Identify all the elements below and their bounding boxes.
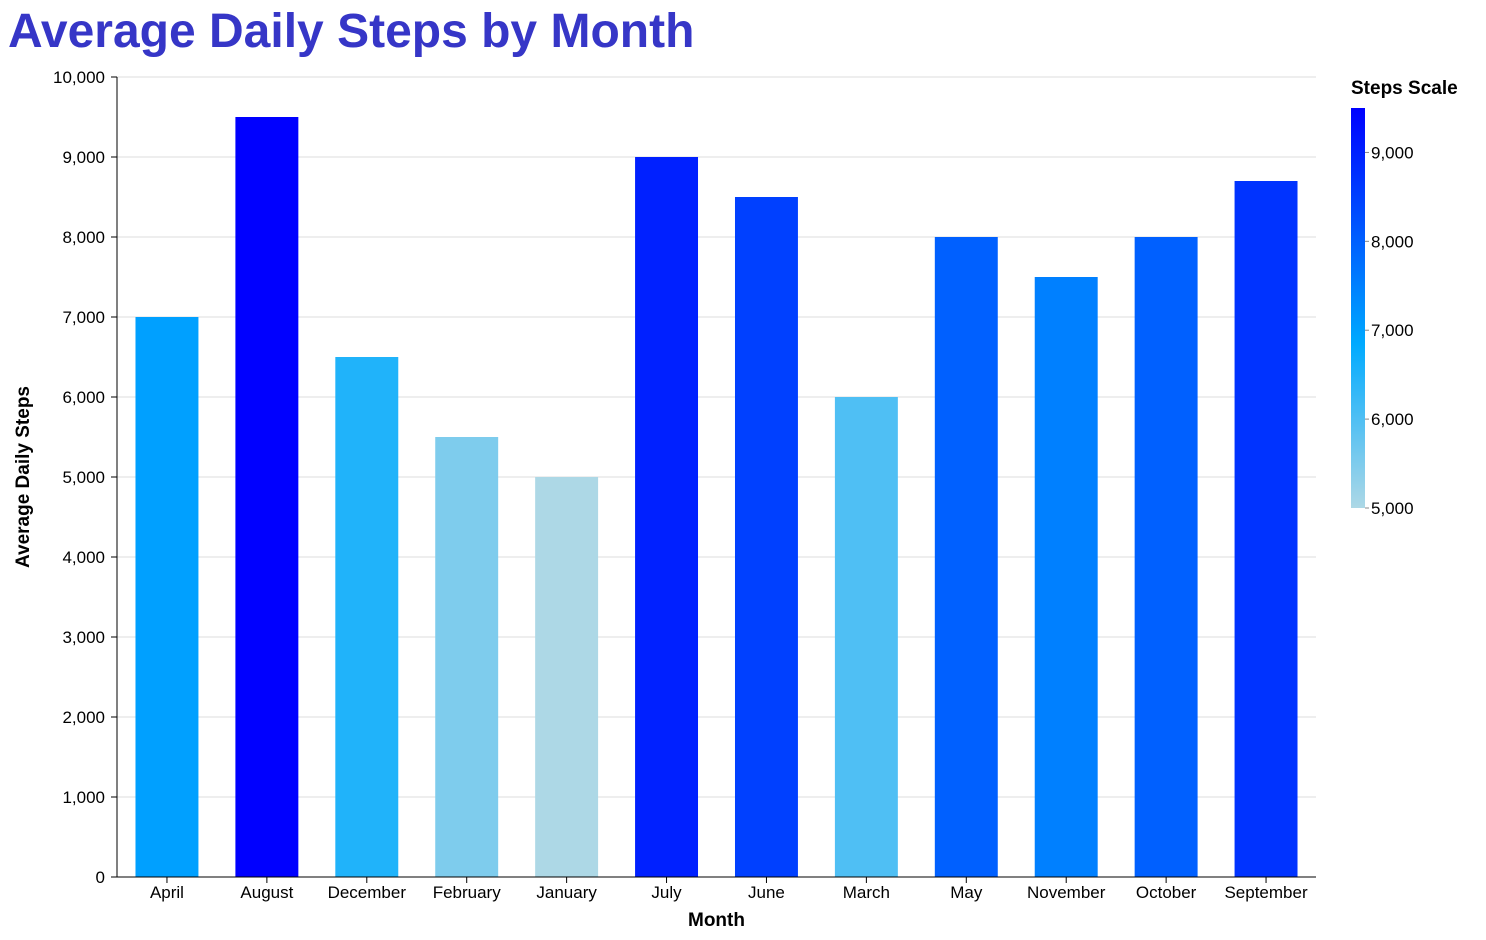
x-tick-label: January — [536, 883, 597, 902]
x-tick-label: October — [1136, 883, 1197, 902]
bar-march — [834, 397, 898, 877]
y-tick-label: 0 — [96, 868, 105, 887]
y-tick-label: 7,000 — [62, 308, 105, 327]
color-legend: Steps Scale 5,000 6,000 7,000 8,000 9,000 — [1351, 78, 1458, 518]
chart-title: Average Daily Steps by Month — [8, 5, 695, 58]
axes: 0 1,000 2,000 3,000 4,000 5,000 6,000 7,000 8,00… — [13, 68, 1316, 931]
bar-august — [235, 117, 299, 877]
legend-tick-label: 7,000 — [1371, 321, 1414, 340]
y-tick-label: 8,000 — [62, 228, 105, 247]
x-tick-label: July — [651, 883, 682, 902]
bar-june — [734, 197, 798, 877]
legend-tick-label: 8,000 — [1371, 232, 1414, 251]
legend-tick-label: 9,000 — [1371, 143, 1414, 162]
x-axis-title: Month — [688, 910, 745, 931]
x-tick-label: February — [433, 883, 502, 902]
grid-lines — [117, 76, 1316, 878]
y-tick-label: 5,000 — [62, 468, 105, 487]
y-tick-label: 4,000 — [62, 548, 105, 567]
x-tick-label: August — [240, 883, 293, 902]
bar-september — [1234, 181, 1298, 877]
y-tick-label: 3,000 — [62, 628, 105, 647]
bar-july — [635, 157, 699, 877]
bars — [135, 117, 1298, 877]
y-tick-label: 9,000 — [62, 148, 105, 167]
x-tick-label: September — [1224, 883, 1307, 902]
y-tick-label: 1,000 — [62, 788, 105, 807]
legend-tick-label: 5,000 — [1371, 499, 1414, 518]
legend-tick-label: 6,000 — [1371, 410, 1414, 429]
bar-december — [335, 357, 399, 877]
bar-february — [435, 437, 499, 877]
x-tick-label: June — [748, 883, 785, 902]
legend-title: Steps Scale — [1351, 78, 1458, 99]
x-tick-label: May — [950, 883, 983, 902]
x-tick-label: April — [150, 883, 184, 902]
bar-may — [934, 237, 998, 877]
y-tick-label: 6,000 — [62, 388, 105, 407]
x-tick-label: November — [1027, 883, 1106, 902]
bar-november — [1034, 277, 1098, 877]
legend-gradient-bar — [1351, 108, 1365, 508]
y-axis-title: Average Daily Steps — [13, 386, 34, 568]
x-tick-label: December — [328, 883, 407, 902]
bar-january — [535, 477, 599, 877]
y-tick-label: 10,000 — [53, 68, 105, 87]
bar-october — [1134, 237, 1198, 877]
x-tick-label: March — [843, 883, 890, 902]
bar-april — [135, 317, 199, 877]
y-tick-label: 2,000 — [62, 708, 105, 727]
